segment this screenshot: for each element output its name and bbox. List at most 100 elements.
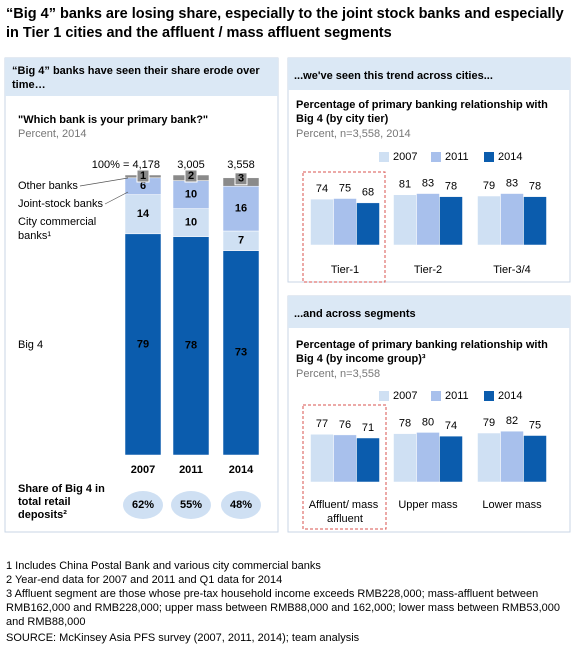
value-label: 7	[238, 235, 244, 247]
series-label: City commercial banks¹	[18, 216, 99, 242]
value-label: 74	[316, 183, 328, 195]
value-label: 14	[137, 208, 150, 220]
panel-title: “Big 4” banks have seen their share erod…	[12, 65, 263, 91]
left-panel-header	[5, 58, 278, 96]
value-label: 2	[188, 170, 194, 182]
share-bubble	[221, 491, 261, 519]
value-label: 1	[140, 170, 146, 182]
share-bubble	[123, 491, 163, 519]
footnote: 1 Includes China Postal Bank and various…	[6, 560, 321, 572]
value-label: 73	[235, 347, 247, 359]
share-label: 48%	[230, 499, 252, 511]
value-label: 10	[185, 217, 197, 229]
bar	[523, 196, 547, 246]
value-label: 74	[445, 420, 457, 432]
share-bubble	[171, 491, 211, 519]
bar	[439, 196, 463, 246]
bar	[310, 198, 334, 246]
value-label: 82	[506, 415, 518, 427]
bar-segment	[124, 233, 162, 456]
total-label: 3,558	[227, 159, 255, 171]
bar	[393, 194, 417, 246]
value-label: 79	[483, 180, 495, 192]
bar	[477, 195, 501, 246]
x-tick-label: Tier-1	[331, 264, 359, 276]
bar	[356, 437, 380, 483]
cities-panel	[287, 57, 571, 283]
x-tick-label: 2011	[179, 464, 203, 476]
series-label: Joint-stock banks	[18, 198, 103, 210]
value-label: 78	[445, 181, 457, 193]
value-label: 71	[362, 422, 374, 434]
connector	[104, 191, 129, 205]
series-label: Other banks	[18, 180, 78, 192]
bar	[333, 434, 357, 483]
chart-subtitle: Percent, 2014	[18, 128, 87, 140]
value-label: 83	[422, 177, 434, 189]
cities-panel-header	[288, 58, 570, 90]
legend-swatch	[484, 152, 494, 162]
legend-swatch	[431, 152, 441, 162]
legend-label: 2011	[445, 151, 469, 163]
value-label: 75	[529, 419, 541, 431]
bar	[393, 433, 417, 483]
connector	[79, 177, 129, 187]
legend-label: 2007	[393, 151, 417, 163]
x-tick-label: 2007	[131, 464, 155, 476]
bar	[416, 193, 440, 246]
chart-title: Percentage of primary banking relationsh…	[296, 99, 551, 125]
footnote: 3 Affluent segment are those whose pre-t…	[6, 588, 563, 628]
total-label: 3,005	[177, 159, 205, 171]
label-box	[184, 169, 198, 183]
share-label: Share of Big 4 in total retail deposits²	[18, 483, 108, 521]
value-label: 75	[339, 182, 351, 194]
bar	[477, 432, 501, 483]
bar-segment	[222, 250, 260, 456]
x-tick-label: Upper mass	[398, 499, 458, 511]
x-tick-label: Tier-2	[414, 264, 442, 276]
legend-swatch	[379, 391, 389, 401]
value-label: 81	[399, 179, 411, 191]
bar-segment	[124, 194, 162, 235]
value-label: 68	[362, 187, 374, 199]
x-tick-label: Affluent/ mass affluent	[309, 499, 382, 525]
value-label: 77	[316, 418, 328, 430]
bar-segment	[222, 185, 260, 232]
footnote: 2 Year-end data for 2007 and 2011 and Q1…	[6, 574, 282, 586]
segments-panel-header	[288, 296, 570, 328]
value-label: 83	[506, 177, 518, 189]
label-box	[234, 172, 248, 186]
value-label: 76	[339, 419, 351, 431]
bar	[500, 430, 524, 483]
bar	[333, 198, 357, 246]
legend-label: 2014	[498, 390, 522, 402]
value-label: 78	[399, 418, 411, 430]
page-title: “Big 4” banks are losing share, especial…	[6, 6, 568, 41]
value-label: 10	[185, 189, 197, 201]
bar-segment	[172, 180, 210, 209]
value-label: 80	[422, 416, 434, 428]
bar	[356, 202, 380, 246]
value-label: 16	[235, 203, 247, 215]
label-box	[136, 169, 150, 183]
value-label: 79	[483, 417, 495, 429]
chart-subtitle: Percent, n=3,558, 2014	[296, 128, 411, 140]
chart-title: Percentage of primary banking relationsh…	[296, 339, 551, 365]
segments-panel	[287, 295, 571, 533]
bar-segment	[172, 208, 210, 237]
share-label: 55%	[180, 499, 202, 511]
bar	[500, 193, 524, 246]
source: SOURCE: McKinsey Asia PFS survey (2007, …	[6, 632, 360, 644]
bar-segment	[172, 236, 210, 456]
share-label: 62%	[132, 499, 154, 511]
panel-title: ...we've seen this trend across cities..…	[294, 70, 493, 82]
chart-subtitle: Percent, n=3,558	[296, 368, 380, 380]
x-tick-label: Lower mass	[482, 499, 542, 511]
total-label: 100% = 4,178	[92, 159, 160, 171]
value-label: 3	[238, 173, 244, 185]
bar	[310, 434, 334, 483]
legend-label: 2007	[393, 390, 417, 402]
bar	[416, 432, 440, 483]
bar	[439, 435, 463, 483]
legend-swatch	[431, 391, 441, 401]
